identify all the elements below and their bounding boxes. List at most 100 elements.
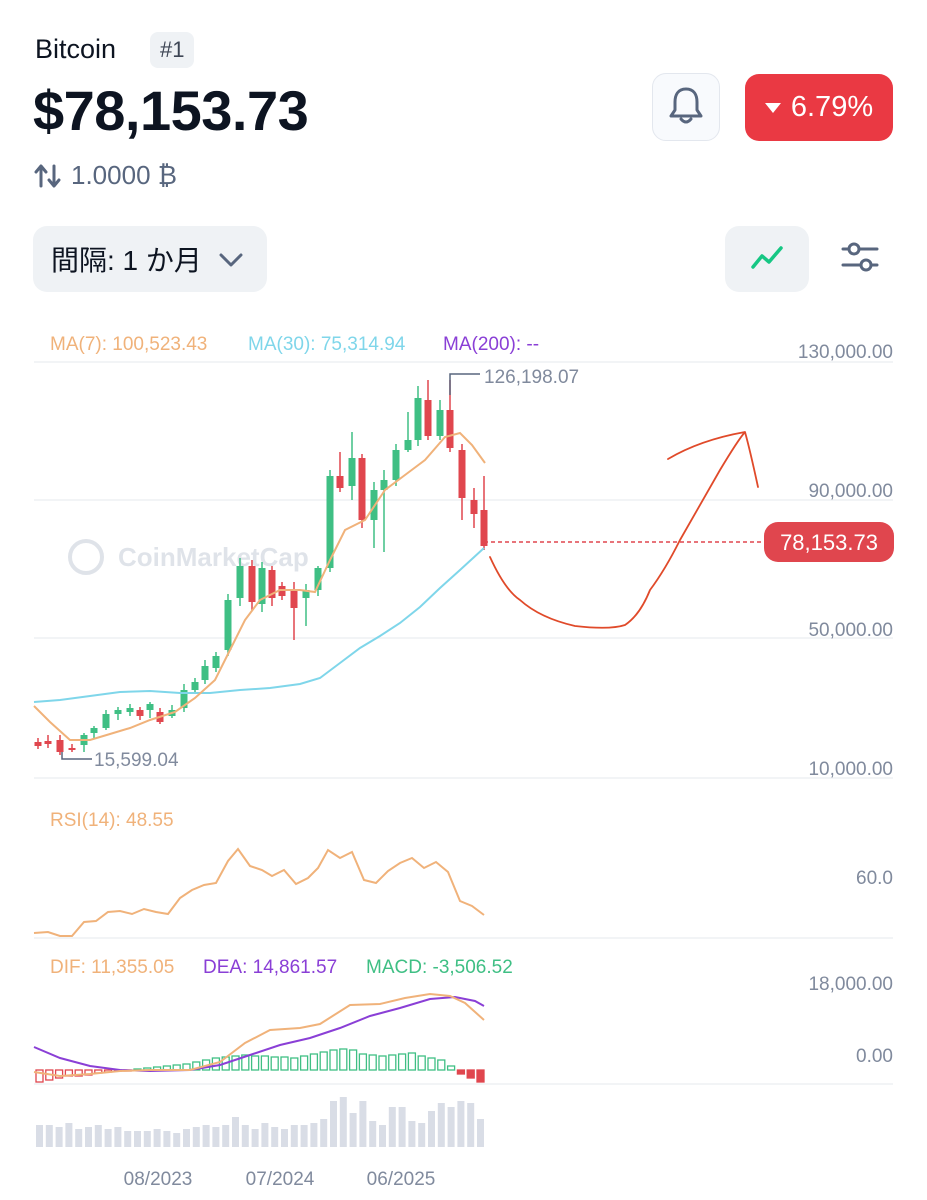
volume-bar (173, 1133, 181, 1147)
macd-bar (446, 1065, 456, 1071)
price-alert-button[interactable] (652, 73, 720, 141)
chart-settings-button[interactable] (830, 226, 890, 292)
volume-bar (104, 1129, 112, 1147)
rank-badge: #1 (150, 32, 195, 68)
volume-bar (428, 1111, 435, 1147)
price-tick-1: 90,000.00 (808, 481, 893, 502)
btc-conversion[interactable]: 1.0000 ₿ (33, 160, 177, 191)
volume-bar (379, 1125, 386, 1147)
volume-bar (251, 1129, 259, 1147)
swap-arrows-icon (33, 162, 63, 190)
candle-body (236, 566, 244, 598)
macd-bar (250, 1055, 260, 1071)
macd-bar (329, 1049, 338, 1071)
line-chart-toggle[interactable] (725, 226, 809, 292)
candle-body (436, 410, 444, 436)
volume-bar (94, 1125, 102, 1147)
ma7-line (33, 431, 486, 741)
candle-body (212, 656, 220, 668)
volume-bar (359, 1101, 367, 1147)
candle-body (348, 458, 356, 486)
candle-body (290, 590, 298, 608)
volume-bar (369, 1121, 377, 1147)
macd-bar (319, 1051, 328, 1071)
macd-histogram (35, 1048, 485, 1083)
macd-bar (299, 1055, 309, 1071)
interval-selector[interactable]: 間隔: 1 か月 (33, 226, 267, 292)
macd-bar (417, 1055, 426, 1071)
candlesticks (34, 380, 488, 755)
grid-lines (34, 361, 893, 1085)
volume-bar (290, 1125, 298, 1147)
rsi-tick: 60.0 (856, 868, 893, 889)
volume-bar (85, 1127, 92, 1147)
candle-body (326, 476, 334, 568)
line-chart-icon (750, 243, 784, 276)
price-tick-3: 10,000.00 (808, 759, 893, 780)
macd-bar (35, 1069, 44, 1083)
btc-amount: 1.0000 ₿ (71, 160, 177, 190)
macd-bar (348, 1049, 358, 1071)
rsi-line (33, 847, 485, 937)
volume-bar (457, 1101, 465, 1147)
macd-bar (290, 1057, 299, 1071)
macd-bar (192, 1061, 201, 1071)
x-tick-2: 06/2025 (367, 1169, 436, 1190)
candle-body (302, 590, 310, 598)
macd-bar (397, 1053, 407, 1071)
dea-legend: DEA: 14,861.57 (203, 957, 337, 978)
high-marker-line (449, 373, 480, 395)
volume-bar (320, 1119, 328, 1147)
candle-body (180, 690, 188, 708)
candle-body (201, 666, 209, 680)
x-tick-0: 08/2023 (124, 1169, 193, 1190)
volume-bar (212, 1127, 220, 1147)
rsi-legend: RSI(14): 48.55 (50, 810, 174, 831)
volume-bars (36, 1097, 484, 1147)
volume-bar (447, 1107, 455, 1147)
watermark: CoinMarketCap (68, 539, 309, 575)
watermark-text: CoinMarketCap (118, 542, 309, 572)
candle-body (404, 440, 412, 450)
candle-body (258, 568, 266, 604)
candle-body (56, 740, 64, 752)
macd-bar (241, 1054, 250, 1071)
ma30-legend: MA(30): 75,314.94 (248, 334, 406, 355)
macd-legend: MACD: -3,506.52 (366, 957, 513, 978)
price-chart[interactable]: CoinMarketCap MA(7): 100,523.43 MA(30): … (0, 300, 927, 1200)
volume-bar (114, 1127, 122, 1147)
volume-bar (124, 1131, 132, 1147)
macd-bar (407, 1052, 417, 1071)
volume-bar (36, 1125, 43, 1147)
macd-bar (378, 1055, 387, 1071)
candle-body (224, 600, 232, 650)
volume-bar (232, 1117, 239, 1147)
candle-body (102, 714, 110, 728)
coin-name: Bitcoin (35, 34, 117, 64)
volume-bar (202, 1125, 210, 1147)
price-change-badge: 6.79% (745, 74, 893, 141)
volume-bar (330, 1101, 337, 1147)
volume-bar (45, 1125, 53, 1147)
candle-body (470, 500, 478, 514)
price-tick-0: 130,000.00 (798, 342, 893, 363)
candle-body (146, 704, 154, 710)
candle-body (114, 710, 122, 714)
candle-body (336, 476, 344, 488)
candle-body (126, 708, 134, 712)
candle-body (44, 741, 52, 744)
macd-bar (476, 1069, 485, 1083)
volume-bar (310, 1123, 318, 1147)
volume-bar (55, 1127, 63, 1147)
macd-bar (339, 1048, 348, 1071)
volume-bar (388, 1107, 396, 1147)
dif-line (33, 992, 485, 1078)
candle-body (90, 728, 98, 733)
ma7-legend: MA(7): 100,523.43 (50, 334, 207, 355)
ma200-legend: MA(200): -- (443, 334, 539, 355)
volume-bar (418, 1123, 426, 1147)
volume-bar (143, 1131, 151, 1147)
macd-bar (427, 1057, 436, 1071)
macd-bar (231, 1055, 240, 1071)
macd-bar (368, 1054, 377, 1071)
